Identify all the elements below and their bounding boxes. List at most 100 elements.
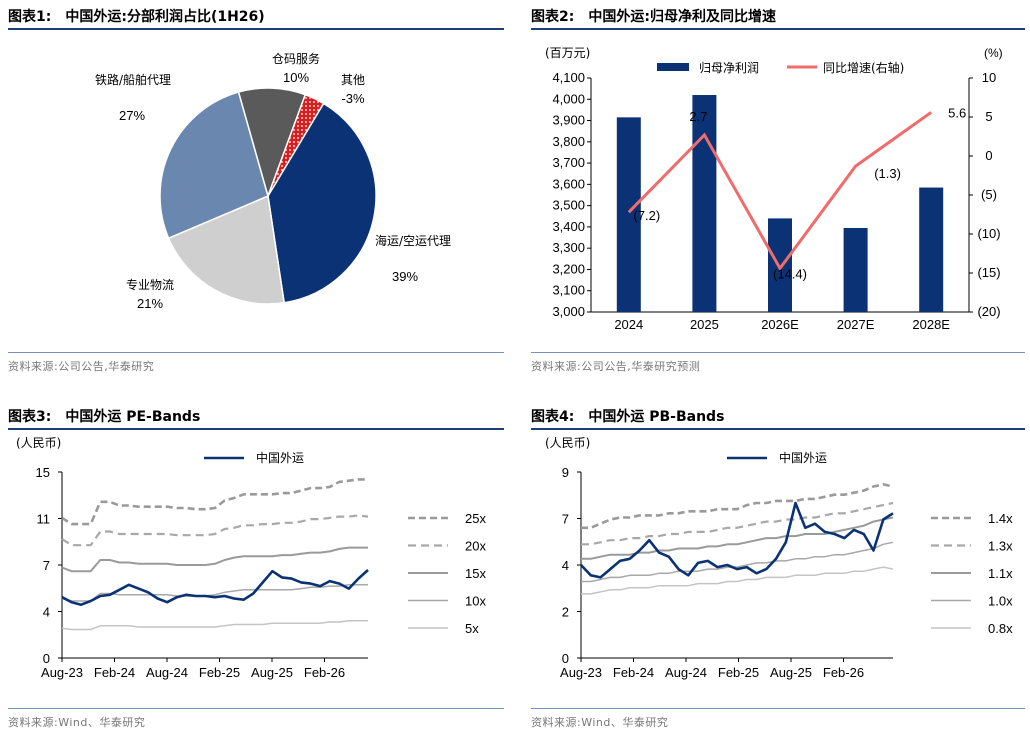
title-rule: [8, 28, 504, 30]
pie-slice-sea-air: [267, 102, 377, 304]
y-unit: (人民币): [16, 436, 61, 450]
source-note: 资料来源:Wind、华泰研究: [8, 716, 146, 729]
legend-line-label: 同比增速(右轴): [823, 60, 904, 75]
source-rule: [8, 352, 504, 353]
y-left-tick-label: 3,100: [552, 283, 585, 298]
y-tick-label: 0: [43, 651, 50, 666]
y-right-tick-label: 10: [982, 70, 996, 85]
band-line-20x: [61, 514, 369, 547]
x-tick-label: Aug-25: [251, 665, 293, 680]
band-line-15x: [61, 546, 368, 573]
pie-label-rail-ship: 铁路/船舶代理: [95, 72, 171, 87]
legend-bar-swatch: [657, 63, 689, 71]
source-note: 资料来源:Wind、华泰研究: [531, 716, 669, 729]
x-tick-label: Feb-25: [199, 665, 240, 680]
pie-value-sea-air: 39%: [392, 269, 418, 284]
growth-data-label: (1.3): [874, 166, 901, 181]
x-tick-label: Feb-26: [304, 665, 345, 680]
band-line-1_3x: [581, 501, 894, 546]
legend-price-label: 中国外运: [779, 450, 827, 465]
panel-pb-bands: 图表4: 中国外运 PB-Bands (人民币) 0 2 4 7 9 Aug-23 Feb-2…: [531, 406, 1025, 732]
y-tick-label: 9: [562, 465, 569, 480]
y-right-tick-label: (15): [977, 265, 1000, 280]
legend-band-label: 15x: [465, 566, 486, 581]
x-tick-label: Feb-26: [823, 665, 864, 680]
y-right-unit: (%): [984, 46, 1003, 60]
pie-slice-other: [267, 93, 325, 197]
source-rule: [8, 708, 504, 709]
panel-number: 图表4:: [531, 409, 575, 425]
legend-band-label: 25x: [465, 511, 486, 526]
y-tick-label: 4: [43, 605, 50, 620]
legend-band-label: 1.4x: [988, 511, 1013, 526]
pie-value-warehouse: 10%: [283, 70, 309, 85]
panel-number: 图表3:: [8, 409, 52, 425]
pie-label-other: 其他: [341, 73, 365, 87]
panel-title: 图表1: 中国外运:分部利润占比(1H26): [8, 6, 265, 26]
x-tick-label: Feb-24: [94, 665, 135, 680]
x-tick-label: 2026E: [761, 317, 799, 332]
panel-title: 图表2: 中国外运:归母净利及同比增速: [531, 6, 776, 26]
legend-band-label: 20x: [465, 539, 486, 554]
pie-value-logistics: 21%: [137, 296, 163, 311]
y-tick-label: 0: [562, 651, 569, 666]
y-left-tick-label: 3,300: [552, 240, 585, 255]
y-tick-label: 7: [562, 512, 569, 527]
band-line-10x: [61, 584, 368, 602]
band-line-5x: [61, 620, 368, 631]
y-right-tick-label: 5: [985, 109, 992, 124]
legend-band-label: 5x: [465, 621, 479, 636]
y-left-tick-label: 3,600: [552, 176, 585, 191]
panel-number: 图表1:: [8, 9, 52, 25]
y-right-tick-label: (10): [977, 226, 1000, 241]
y-left-tick-label: 3,200: [552, 261, 585, 276]
profit-bar: [616, 117, 641, 312]
source-note: 资料来源:公司公告,华泰研究预测: [531, 360, 701, 373]
y-left-tick-label: 3,800: [552, 134, 585, 149]
source-rule: [531, 708, 1025, 709]
growth-line: [627, 111, 933, 272]
y-left-tick-label: 3,900: [552, 113, 585, 128]
pie-value-rail-ship: 27%: [119, 108, 145, 123]
y-left-tick-label: 3,500: [552, 198, 585, 213]
y-unit: (人民币): [545, 436, 590, 450]
panel-title: 图表3: 中国外运 PE-Bands: [8, 406, 200, 426]
profit-bar: [692, 95, 717, 312]
pb-band-chart: (人民币) 0 2 4 7 9 Aug-23 Feb-24 Aug-24 Feb-25 Aug-2…: [545, 436, 1013, 680]
title-rule: [531, 428, 1025, 430]
panel-title-text: 中国外运 PE-Bands: [65, 409, 201, 425]
title-rule: [8, 428, 504, 430]
pie-value-other: -3%: [341, 91, 365, 106]
x-tick-label: Feb-25: [718, 665, 759, 680]
band-line-1_1x: [581, 516, 894, 560]
bar-line-chart: (百万元) (%) 3,000 3,100 3,200 3,300 3,400 3,500…: [545, 46, 1003, 332]
x-tick-label: 2027E: [837, 317, 875, 332]
y-tick-label: 7: [43, 558, 50, 573]
profit-bar: [919, 187, 944, 312]
x-tick-label: 2025: [690, 317, 719, 332]
x-tick-label: Aug-23: [560, 665, 602, 680]
x-tick-label: Aug-23: [41, 665, 83, 680]
x-tick-label: 2024: [614, 317, 643, 332]
price-line: [61, 569, 369, 606]
panel-pe-bands: 图表3: 中国外运 PE-Bands (人民币) 0 4 7 11 15 Aug-23 Feb…: [8, 406, 504, 732]
legend-band-label: 10x: [465, 594, 486, 609]
pe-band-chart: (人民币) 0 4 7 11 15 Aug-23 Feb-24 Aug-24 Feb-25 Aug…: [16, 436, 486, 680]
pie-slice-logistics: [167, 194, 286, 305]
growth-data-label: 2.7: [689, 109, 707, 124]
x-tick-label: 2028E: [912, 317, 950, 332]
panel-title-text: 中国外运 PB-Bands: [588, 409, 725, 425]
band-line-0_8x: [581, 566, 894, 595]
pie-label-logistics: 专业物流: [126, 277, 174, 292]
growth-data-label: (7.2): [633, 208, 660, 223]
band-line-1_4x: [581, 483, 894, 530]
profit-bar: [843, 227, 868, 312]
band-line-1_0x: [581, 541, 894, 583]
panel-title-text: 中国外运:分部利润占比(1H26): [65, 9, 265, 25]
y-right-tick-label: (5): [981, 187, 997, 202]
y-left-tick-label: 4,000: [552, 91, 585, 106]
panel-title-text: 中国外运:归母净利及同比增速: [588, 9, 776, 25]
legend-band-label: 1.1x: [988, 566, 1013, 581]
price-line: [580, 501, 894, 579]
legend-band-label: 1.3x: [988, 539, 1013, 554]
